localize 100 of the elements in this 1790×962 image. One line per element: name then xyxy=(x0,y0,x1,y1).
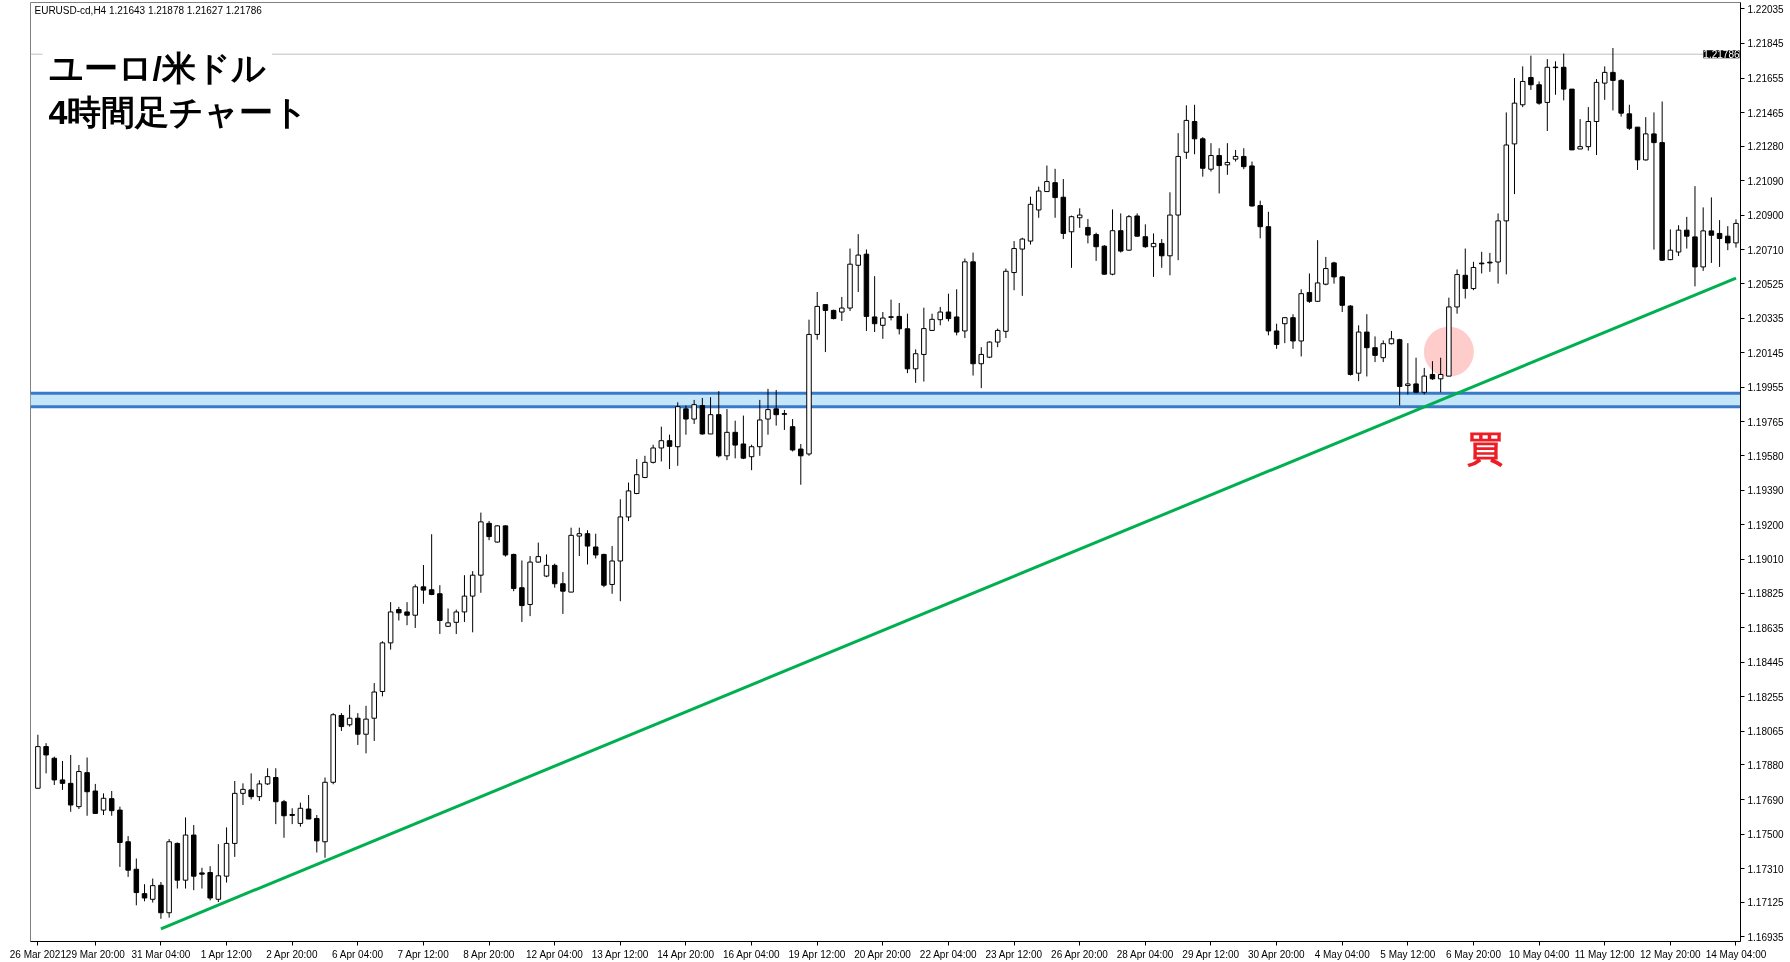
x-tick-label: 4 May 04:00 xyxy=(1314,948,1371,960)
x-tick-label: 12 May 20:00 xyxy=(1640,948,1702,960)
y-tick-label: 1.17125 xyxy=(1747,897,1785,909)
candlestick xyxy=(1076,207,1083,229)
x-tick-label: 23 Apr 12:00 xyxy=(985,948,1043,960)
candlestick xyxy=(781,409,788,431)
x-tick-label: 6 Apr 04:00 xyxy=(331,948,384,960)
candlestick xyxy=(765,388,771,436)
x-tick-label: 20 Apr 20:00 xyxy=(854,948,912,960)
candlestick xyxy=(1470,261,1477,291)
candlestick xyxy=(59,760,66,791)
candlestick xyxy=(1462,248,1469,300)
candlestick xyxy=(133,858,140,906)
candlestick xyxy=(43,742,49,774)
y-tick-label: 1.16935 xyxy=(1747,931,1785,943)
candlestick xyxy=(658,426,665,462)
candlestick xyxy=(92,783,99,814)
candlestick xyxy=(1093,232,1099,262)
candlestick xyxy=(1364,313,1370,377)
candlestick xyxy=(937,306,944,326)
x-tick-label: 10 May 04:00 xyxy=(1508,948,1570,960)
candlestick xyxy=(1610,47,1616,111)
candlestick xyxy=(560,571,566,615)
candlestick xyxy=(355,712,361,746)
x-tick-label: 29 Mar 20:00 xyxy=(65,948,126,960)
candlestick xyxy=(51,756,58,786)
y-tick-label: 1.20525 xyxy=(1747,278,1785,290)
candlestick xyxy=(453,609,460,635)
candlestick xyxy=(1314,239,1321,303)
candlestick xyxy=(1158,238,1165,269)
candlestick xyxy=(839,296,845,322)
candlestick xyxy=(1413,357,1419,394)
candlestick xyxy=(1536,80,1542,106)
candlestick xyxy=(798,443,804,486)
candlestick xyxy=(1282,316,1288,344)
candlestick xyxy=(404,601,410,626)
candlestick xyxy=(945,293,952,322)
candlestick xyxy=(486,520,492,541)
candlestick xyxy=(1552,60,1559,96)
candlestick xyxy=(363,705,369,754)
candlestick xyxy=(822,304,829,353)
candlestick xyxy=(1626,104,1633,131)
candlestick xyxy=(469,570,476,633)
y-tick-label: 1.19955 xyxy=(1747,382,1785,394)
candlestick xyxy=(1716,219,1723,268)
y-tick-label: 1.21845 xyxy=(1747,38,1785,50)
candlestick xyxy=(724,408,730,461)
candlestick xyxy=(880,311,886,340)
candlestick xyxy=(551,563,558,589)
candlestick xyxy=(1142,223,1149,249)
candlestick xyxy=(978,346,985,389)
candlestick xyxy=(1257,200,1263,239)
candlestick xyxy=(1528,55,1534,91)
candlestick xyxy=(912,348,919,384)
candlestick xyxy=(855,233,861,293)
candlestick xyxy=(314,814,320,854)
x-tick-label: 26 Apr 20:00 xyxy=(1051,948,1109,960)
candlestick xyxy=(1044,165,1050,193)
x-tick-label: 11 May 12:00 xyxy=(1574,948,1636,960)
y-tick-label: 1.19390 xyxy=(1747,485,1785,497)
candlestick xyxy=(519,559,525,623)
x-tick-label: 7 Apr 12:00 xyxy=(397,948,450,960)
y-tick-label: 1.19010 xyxy=(1747,554,1785,566)
candlestick xyxy=(1487,252,1493,273)
text: 4時間足チャート xyxy=(48,92,309,131)
y-tick-label: 1.21655 xyxy=(1747,73,1785,85)
candlestick xyxy=(84,757,90,817)
candlestick xyxy=(1560,53,1567,101)
ref-line-label: 1.21786 xyxy=(1703,49,1740,61)
candlestick xyxy=(256,779,263,802)
y-tick-label: 1.19200 xyxy=(1747,519,1785,531)
candlestick xyxy=(1306,272,1313,304)
candlestick xyxy=(297,802,304,828)
y-tick-label: 1.17310 xyxy=(1747,863,1785,875)
candlestick xyxy=(240,782,246,806)
candlestick xyxy=(281,799,287,839)
candlestick xyxy=(1708,196,1715,264)
x-tick-label: 29 Apr 12:00 xyxy=(1182,948,1240,960)
candlestick xyxy=(748,444,755,471)
x-tick-label: 5 May 12:00 xyxy=(1380,948,1436,960)
candlestick xyxy=(707,396,714,435)
x-tick-label: 16 Apr 04:00 xyxy=(722,948,781,960)
candlestick xyxy=(535,542,542,564)
candlestick xyxy=(1372,335,1378,363)
candlestick xyxy=(1675,224,1682,257)
x-tick-label: 26 Mar 2021 xyxy=(9,948,67,960)
candlestick xyxy=(1117,212,1124,254)
y-tick-label: 1.18065 xyxy=(1747,726,1785,738)
annotation: 買 xyxy=(1466,428,1503,469)
candlestick xyxy=(683,405,689,436)
candlestick xyxy=(1134,212,1140,238)
candlestick xyxy=(1208,142,1214,173)
y-tick-label: 1.20710 xyxy=(1747,244,1785,256)
candlestick xyxy=(994,328,1001,348)
candlestick xyxy=(1035,186,1042,219)
candlestick xyxy=(1601,65,1608,101)
y-tick-label: 1.18255 xyxy=(1747,691,1785,703)
candlestick xyxy=(215,843,222,903)
candlestick xyxy=(633,458,640,495)
candlestick xyxy=(199,867,205,890)
